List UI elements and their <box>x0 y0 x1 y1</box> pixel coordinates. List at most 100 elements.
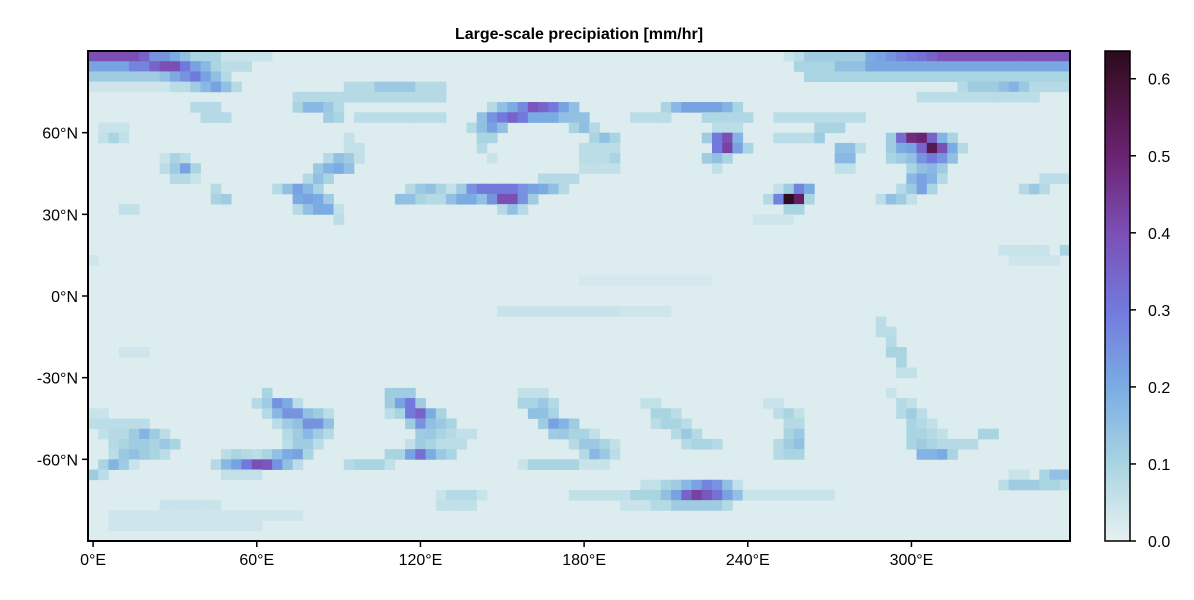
x-tick-label: 120°E <box>399 552 443 569</box>
heatmap-cell <box>282 428 293 440</box>
heatmap-cell <box>415 408 426 419</box>
heatmap-cell <box>517 387 529 399</box>
heatmap-cell <box>313 418 324 430</box>
heatmap-cell <box>1039 81 1050 93</box>
heatmap-cell <box>200 112 212 123</box>
heatmap-cell <box>906 398 917 409</box>
heatmap-cell <box>906 418 917 430</box>
heatmap-cell <box>313 163 324 174</box>
heatmap-cell <box>108 61 120 72</box>
heatmap-cell <box>722 500 733 511</box>
heatmap-cell <box>128 347 140 358</box>
heatmap-cell <box>896 367 907 379</box>
heatmap-cell <box>773 449 784 460</box>
heatmap-cell <box>1008 244 1020 256</box>
heatmap-cell <box>384 408 396 419</box>
heatmap-cell <box>190 81 201 93</box>
heatmap-cell <box>159 428 171 440</box>
heatmap-cell <box>824 51 836 62</box>
heatmap-cell <box>937 91 948 103</box>
heatmap-cell <box>1059 479 1071 491</box>
heatmap-cell <box>671 275 682 287</box>
heatmap-cell <box>855 71 866 83</box>
heatmap-cell <box>988 71 999 83</box>
heatmap-cell <box>875 61 887 72</box>
heatmap-cell <box>128 520 140 532</box>
heatmap-cell <box>1039 255 1050 266</box>
heatmap-cell <box>159 449 171 460</box>
heatmap-cell <box>169 173 181 185</box>
heatmap-cell <box>323 153 334 164</box>
heatmap-cell <box>589 438 600 450</box>
heatmap-cell <box>241 459 253 470</box>
heatmap-cell <box>282 183 293 195</box>
heatmap-cell <box>241 61 253 72</box>
heatmap-cell <box>1008 91 1020 103</box>
heatmap-cell <box>844 51 856 62</box>
heatmap-cell <box>210 459 222 470</box>
heatmap-cell <box>558 173 570 185</box>
heatmap-cell <box>691 102 703 113</box>
heatmap-cell <box>896 193 907 205</box>
heatmap-cell <box>660 275 672 287</box>
heatmap-cell <box>190 500 201 511</box>
heatmap-cell <box>538 398 549 409</box>
heatmap-cell <box>497 204 508 215</box>
x-tick-label: 60°E <box>239 552 274 569</box>
heatmap-cell <box>210 81 222 93</box>
heatmap-cell <box>190 163 201 174</box>
heatmap-cell <box>159 500 171 511</box>
heatmap-cell <box>599 153 611 164</box>
heatmap-cell <box>1049 81 1061 93</box>
heatmap-cell <box>364 459 375 470</box>
heatmap-cell <box>476 193 488 205</box>
heatmap-cell <box>926 61 938 72</box>
heatmap-cell <box>711 163 723 174</box>
heatmap-cell <box>579 153 590 164</box>
heatmap-cell <box>947 438 958 450</box>
heatmap-cell <box>681 500 692 511</box>
heatmap-cell <box>1059 71 1071 83</box>
heatmap-cell <box>609 132 621 144</box>
heatmap-cell <box>108 510 120 521</box>
heatmap-cell <box>415 428 426 440</box>
heatmap-cell <box>977 81 989 93</box>
heatmap-cell <box>139 438 150 450</box>
heatmap-cell <box>875 51 887 62</box>
heatmap-cell <box>885 193 897 205</box>
heatmap-cell <box>118 520 130 532</box>
heatmap-cell <box>435 81 447 93</box>
heatmap-cell <box>875 316 887 328</box>
heatmap-cell <box>88 418 99 430</box>
heatmap-cell <box>855 112 866 123</box>
heatmap-cell <box>323 112 334 123</box>
chart-title: Large-scale precipiation [mm/hr] <box>455 26 703 43</box>
y-tick-label: 30°N <box>42 207 78 224</box>
heatmap-cell <box>98 71 109 83</box>
heatmap-cell <box>220 459 232 470</box>
heatmap-cell <box>210 51 222 62</box>
heatmap-cell <box>220 51 232 62</box>
heatmap-cell <box>1039 71 1050 83</box>
heatmap-cell <box>568 459 580 470</box>
heatmap-cell <box>568 102 580 113</box>
heatmap-cell <box>456 193 467 205</box>
heatmap-cell <box>394 449 406 460</box>
heatmap-cell <box>456 438 467 450</box>
heatmap-cell <box>313 183 324 195</box>
heatmap-cell <box>691 428 703 440</box>
heatmap-cell <box>435 418 447 430</box>
heatmap-cell <box>282 438 293 450</box>
heatmap-cell <box>947 132 958 144</box>
heatmap-cell <box>957 51 969 62</box>
heatmap-cell <box>599 142 611 154</box>
heatmap-cell <box>261 51 273 62</box>
heatmap-cell <box>118 81 130 93</box>
heatmap-cell <box>1059 81 1071 93</box>
heatmap-cell <box>650 112 662 123</box>
heatmap-cell <box>711 489 723 501</box>
heatmap-cell <box>486 112 498 123</box>
heatmap-cell <box>517 398 529 409</box>
heatmap-cell <box>916 51 928 62</box>
heatmap-cell <box>497 193 508 205</box>
